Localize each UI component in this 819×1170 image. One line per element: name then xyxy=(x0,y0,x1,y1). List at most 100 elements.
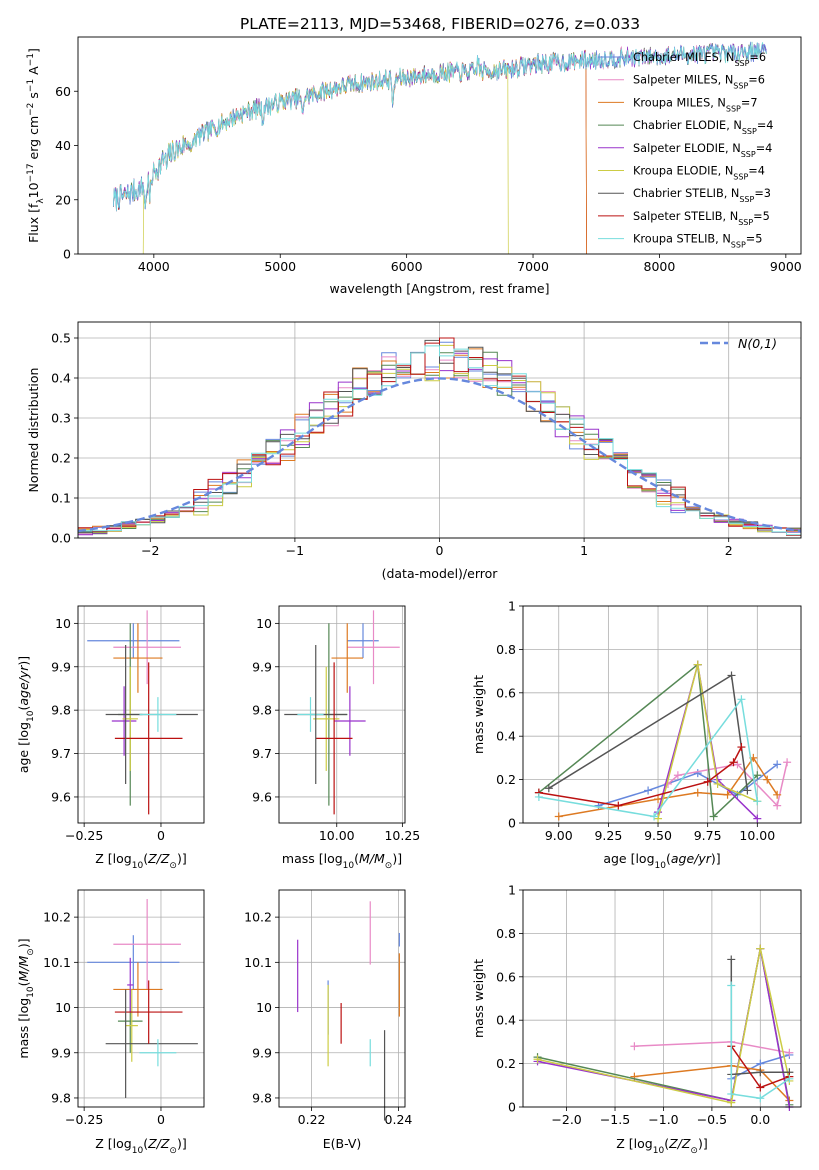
label-part: Z/Z xyxy=(147,851,170,866)
legend-subscript: SSP xyxy=(726,104,741,113)
label-part: age [log xyxy=(16,722,31,773)
label-part: M/M xyxy=(359,851,385,866)
marker-kroupa-elodie xyxy=(756,944,765,953)
label-part: 10 xyxy=(655,861,667,871)
label-part: ( xyxy=(664,1136,669,1151)
marker-chabrier-miles xyxy=(693,769,702,778)
label-part: mass [log xyxy=(282,851,343,866)
x-tick-label: 7000 xyxy=(517,259,549,274)
y-tick-label: 0.8 xyxy=(496,926,516,941)
marker-chabrier-stelib xyxy=(727,955,736,964)
marker-kroupa-miles xyxy=(693,788,702,797)
x-tick-label: 0 xyxy=(157,828,165,843)
weight-vs-age-axes: 9.00 9.25 9.50 9.75 10.00 0 0.2 0.4 0.6 0.8 1 age [… xyxy=(471,599,802,871)
axes-frame xyxy=(77,321,802,539)
marker-kroupa-miles xyxy=(773,790,782,799)
legend-count: =4 xyxy=(756,142,773,155)
x-axis-label: Z [log10(Z/Z⊙)] xyxy=(95,851,186,871)
label-part: )] xyxy=(698,1136,708,1151)
y-tick-label: 10 xyxy=(256,616,272,631)
x-tick-label: −1.5 xyxy=(600,1112,630,1127)
marker-chabrier-stelib xyxy=(743,786,752,795)
legend-count: =5 xyxy=(746,233,763,246)
marker-kroupa-miles xyxy=(654,795,663,804)
label-part: A xyxy=(26,66,41,79)
y-tick-label: 9.6 xyxy=(51,789,71,804)
series-chabrier-elodie xyxy=(538,663,758,819)
legend-count: =3 xyxy=(754,187,771,200)
y-tick-label: 0.4 xyxy=(496,729,516,744)
marker-salpeter-miles xyxy=(785,1048,794,1057)
y-tick-label: 0.6 xyxy=(496,969,516,984)
y-tick-label: 0.2 xyxy=(496,1056,516,1071)
legend-label-chabrier-stelib: Chabrier STELIB, NSSP=3 xyxy=(633,187,771,204)
series-kroupa-stelib xyxy=(538,697,759,818)
series-kroupa-stelib xyxy=(730,985,790,1100)
y-tick-label: 0.8 xyxy=(496,642,516,657)
y-tick-label: 0.2 xyxy=(51,451,71,466)
label-part: age [log xyxy=(603,851,654,866)
normal-reference-curve xyxy=(78,377,801,533)
y-tick-label: 10.1 xyxy=(43,955,71,970)
x-tick-label: −0.25 xyxy=(65,1112,103,1127)
x-tick-label: −2 xyxy=(141,543,159,558)
legend-label-chabrier-elodie: Chabrier ELODIE, NSSP=4 xyxy=(633,119,773,136)
marker-kroupa-elodie xyxy=(533,1055,542,1064)
marker-kroupa-stelib xyxy=(727,981,736,990)
legend-count: =5 xyxy=(753,210,770,223)
x-tick-label: 9000 xyxy=(770,259,802,274)
x-tick-label: 0.0 xyxy=(750,1112,770,1127)
y-axis-label: mass weight xyxy=(471,959,486,1038)
y-axis-label: age [log10(age/yr)] xyxy=(16,656,36,773)
axes-frame xyxy=(77,36,802,255)
marker-kroupa-elodie xyxy=(693,660,702,669)
x-tick-label: 1 xyxy=(580,543,588,558)
legend-label-chabrier-miles: Chabrier MILES, NSSP=6 xyxy=(633,51,766,68)
label-part: ] xyxy=(26,48,41,53)
y-tick-label: 10 xyxy=(55,1000,71,1015)
label-part: ( xyxy=(16,981,31,986)
marker-kroupa-stelib xyxy=(785,1074,794,1083)
label-part: E(B-V) xyxy=(323,1136,362,1151)
y-tick-label: 0.1 xyxy=(51,491,71,506)
y-tick-label: 0.2 xyxy=(496,772,516,787)
marker-kroupa-stelib xyxy=(756,1094,765,1103)
y-tick-label: 9.8 xyxy=(51,1090,71,1105)
label-part: −1 xyxy=(26,53,36,66)
histogram-kroupa-elodie xyxy=(78,344,801,538)
x-tick-label: −2.0 xyxy=(551,1112,581,1127)
label-part: mass [log xyxy=(16,998,31,1059)
label-part: 10 xyxy=(653,1146,665,1156)
y-tick-label: 9.9 xyxy=(51,659,71,674)
label-part: ( xyxy=(143,1136,148,1151)
x-tick-label: 0.22 xyxy=(298,1112,326,1127)
legend-subscript: SSP xyxy=(731,240,746,249)
axes-frame xyxy=(278,889,406,1108)
y-tick-label: 20 xyxy=(55,192,71,207)
marker-kroupa-stelib xyxy=(737,695,746,704)
marker-chabrier-stelib xyxy=(727,671,736,680)
label-part: ⊙ xyxy=(26,948,36,956)
y-tick-label: 60 xyxy=(55,84,71,99)
x-tick-label: −0.25 xyxy=(65,828,103,843)
label-part: Z [log xyxy=(616,1136,652,1151)
y-tick-label: 0 xyxy=(508,816,516,831)
y-tick-label: 9.8 xyxy=(252,703,272,718)
label-part: ( xyxy=(354,851,359,866)
axes-frame xyxy=(77,889,205,1108)
marker-salpeter-miles xyxy=(783,758,792,767)
label-part: Z/Z xyxy=(147,1136,170,1151)
x-tick-label: 10.00 xyxy=(739,828,775,843)
x-axis-label: mass [log10(M/M⊙)] xyxy=(282,851,402,871)
marker-kroupa-miles xyxy=(554,812,563,821)
label-part: 10 xyxy=(343,861,355,871)
label-part: ⊙ xyxy=(169,1146,177,1156)
x-axis-label: wavelength [Angstrom, rest frame] xyxy=(329,281,549,296)
legend-subscript: SSP xyxy=(741,149,756,158)
marker-kroupa-stelib xyxy=(534,792,543,801)
marker-kroupa-miles xyxy=(723,790,732,799)
label-part: −17 xyxy=(26,163,36,182)
spectrum-kroupa-stelib xyxy=(113,41,767,212)
y-tick-label: 0 xyxy=(63,247,71,262)
